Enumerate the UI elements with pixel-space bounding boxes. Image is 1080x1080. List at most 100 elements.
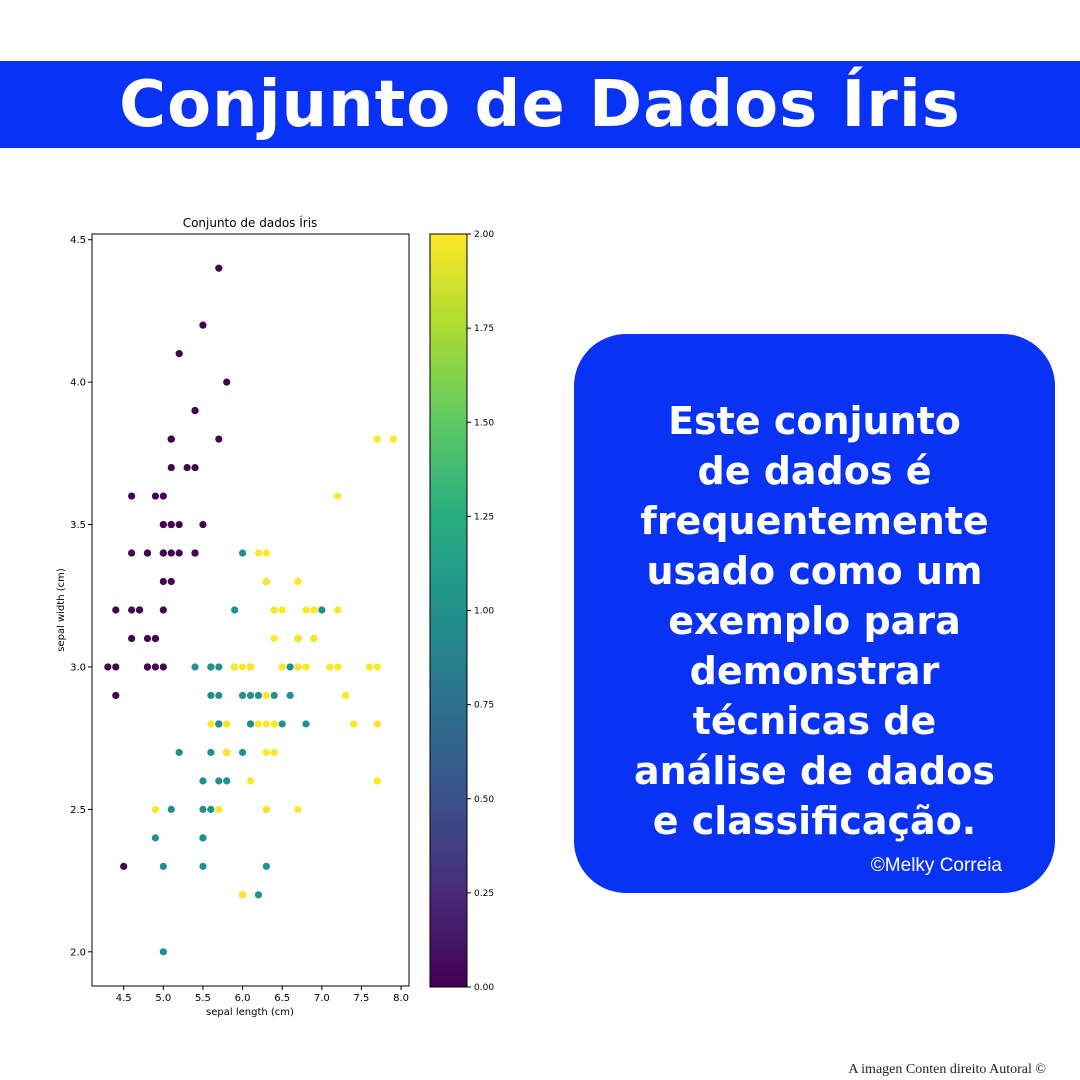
data-point — [167, 805, 175, 813]
x-tick-label: 7.0 — [314, 993, 330, 1004]
data-point — [270, 634, 278, 643]
data-point — [294, 663, 302, 671]
data-point — [175, 520, 183, 529]
data-point — [318, 606, 326, 614]
y-tick-label: 3.5 — [70, 520, 86, 531]
data-point — [231, 606, 239, 614]
data-point — [365, 663, 373, 671]
data-point — [238, 748, 247, 757]
data-point — [262, 805, 270, 813]
info-card: Este conjunto de dados é frequentemente … — [574, 334, 1055, 893]
data-point — [143, 663, 152, 671]
data-point — [262, 862, 270, 870]
data-point — [207, 805, 215, 813]
data-point — [262, 549, 270, 557]
data-points — [104, 264, 397, 956]
data-point — [286, 663, 294, 671]
data-point — [135, 606, 144, 614]
data-point — [191, 463, 199, 472]
data-point — [120, 862, 128, 870]
data-point — [191, 663, 199, 671]
data-point — [262, 577, 270, 586]
data-point — [175, 350, 183, 358]
data-point — [246, 777, 255, 785]
data-point — [207, 663, 215, 671]
data-point — [207, 691, 215, 700]
data-point — [175, 748, 183, 757]
data-point — [143, 634, 152, 643]
data-point — [286, 691, 294, 700]
data-point — [278, 606, 286, 614]
x-tick-label: 5.5 — [195, 993, 211, 1004]
data-point — [199, 520, 207, 529]
data-point — [246, 691, 255, 700]
x-axis-ticks: 4.5 5.0 5.5 6.0 6.5 7.0 7.5 8.0 — [116, 986, 409, 1004]
iris-scatter-chart: Conjunto de dados Íris 2.0 2.5 3.0 3.5 4.0 4.… — [56, 215, 494, 1018]
plot-frame — [91, 233, 410, 987]
data-point — [215, 805, 223, 813]
data-point — [373, 663, 381, 671]
data-point — [151, 492, 159, 500]
data-point — [159, 549, 167, 557]
data-point — [373, 720, 381, 728]
data-point — [254, 691, 263, 700]
y-tick-label: 2.0 — [70, 947, 86, 958]
data-point — [215, 720, 223, 728]
data-point — [254, 720, 263, 728]
data-point — [223, 748, 231, 757]
data-point — [246, 663, 255, 671]
data-point — [143, 549, 152, 557]
y-tick-label: 3.0 — [70, 662, 86, 673]
data-point — [112, 691, 120, 700]
y-tick-label: 4.0 — [70, 378, 86, 389]
data-point — [159, 606, 167, 614]
data-point — [310, 634, 318, 643]
y-axis-label: sepal width (cm) — [56, 568, 67, 652]
data-point — [112, 663, 120, 671]
data-point — [302, 606, 310, 614]
x-tick-label: 4.5 — [116, 993, 132, 1004]
data-point — [302, 720, 310, 728]
data-point — [270, 720, 278, 728]
data-point — [128, 606, 136, 614]
x-tick-label: 5.0 — [155, 993, 171, 1004]
data-point — [373, 777, 381, 785]
data-point — [223, 378, 231, 386]
copyright-notice: A imagen Conten direito Autoral © — [848, 1062, 1046, 1077]
data-point — [183, 463, 191, 472]
data-point — [159, 520, 167, 529]
data-point — [167, 463, 175, 472]
title-banner: Conjunto de Dados Íris — [0, 61, 1080, 148]
data-point — [310, 606, 318, 614]
data-point — [326, 663, 334, 671]
colorbar-tick-label: 0.00 — [474, 983, 494, 993]
data-point — [215, 435, 223, 443]
data-point — [159, 862, 167, 870]
data-point — [128, 492, 136, 500]
colorbar-tick-label: 0.50 — [474, 795, 494, 805]
data-point — [191, 407, 199, 415]
colorbar-tick-label: 1.50 — [474, 418, 494, 428]
y-tick-label: 2.5 — [70, 805, 86, 816]
data-point — [215, 691, 223, 700]
colorbar-tick-label: 2.00 — [474, 230, 494, 240]
data-point — [294, 805, 302, 813]
data-point — [254, 549, 263, 557]
info-text: Este conjunto de dados é frequentemente … — [634, 399, 995, 843]
data-point — [207, 720, 215, 728]
data-point — [151, 634, 159, 643]
data-point — [191, 549, 199, 557]
data-point — [199, 862, 207, 870]
data-point — [334, 606, 342, 614]
data-point — [262, 691, 270, 700]
data-point — [167, 577, 175, 586]
colorbar-tick-label: 1.00 — [474, 607, 494, 617]
data-point — [223, 720, 231, 728]
data-point — [262, 720, 270, 728]
data-point — [167, 549, 175, 557]
colorbar-tick-label: 1.75 — [474, 324, 494, 334]
data-point — [104, 663, 112, 671]
data-point — [270, 748, 278, 757]
colorbar-tick-label: 1.25 — [474, 512, 494, 522]
data-point — [175, 549, 183, 557]
